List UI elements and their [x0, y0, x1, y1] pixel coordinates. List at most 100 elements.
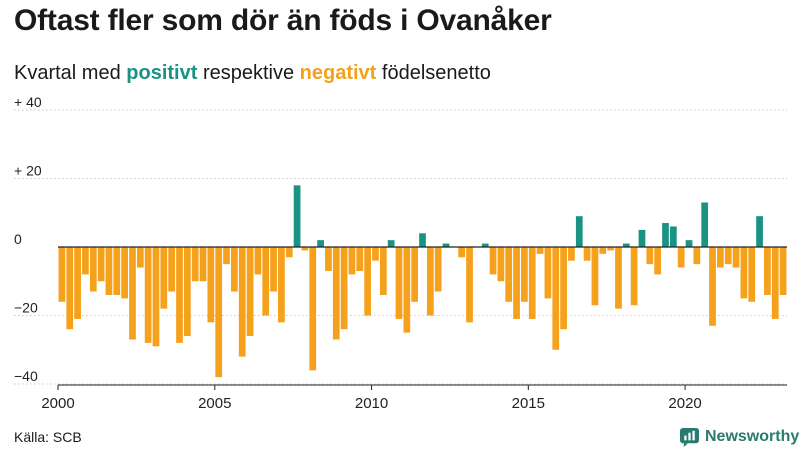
source-note: Källa: SCB — [14, 429, 82, 445]
bar — [364, 247, 371, 316]
bar — [144, 247, 152, 343]
bar — [685, 240, 693, 247]
bar — [121, 247, 128, 299]
bar — [403, 247, 411, 333]
bar — [82, 247, 89, 275]
bar — [215, 247, 223, 378]
bar — [348, 247, 356, 275]
bar — [764, 247, 771, 295]
bar — [528, 247, 536, 319]
bar — [717, 247, 724, 268]
bar — [466, 247, 473, 323]
bar — [505, 247, 513, 302]
bar — [646, 247, 654, 265]
bar — [379, 247, 387, 295]
bar — [176, 247, 183, 343]
bar — [66, 247, 74, 330]
bar — [387, 240, 395, 247]
bar — [238, 247, 246, 357]
bar — [677, 247, 685, 268]
newsworthy-logo: Newsworthy — [680, 426, 799, 448]
bar — [340, 247, 348, 330]
bar — [638, 229, 646, 248]
bar — [411, 247, 419, 302]
bar — [497, 247, 505, 282]
bar — [207, 247, 215, 323]
bar — [395, 247, 403, 319]
bar — [89, 247, 97, 292]
bar — [771, 247, 779, 319]
bar — [662, 223, 669, 247]
bar — [223, 247, 230, 265]
bar — [293, 185, 301, 247]
bar — [732, 247, 740, 268]
bar — [183, 247, 191, 337]
bar — [254, 247, 262, 275]
x-tick-label: 2000 — [41, 395, 74, 412]
bar — [615, 247, 622, 309]
subtitle-prefix: Kvartal med — [14, 62, 127, 84]
bar — [270, 247, 277, 292]
bar — [544, 247, 552, 299]
bar — [756, 216, 763, 247]
bar — [701, 202, 709, 247]
bar — [481, 243, 489, 247]
bar — [693, 247, 701, 265]
bar — [748, 247, 756, 302]
x-tick-label: 2005 — [198, 395, 231, 412]
bar — [191, 247, 199, 282]
bar — [105, 247, 113, 295]
bar — [536, 247, 544, 254]
bar — [58, 247, 66, 302]
subtitle-suffix: födelsenetto — [376, 62, 491, 84]
y-tick-label: 0 — [14, 231, 22, 247]
bar — [246, 247, 254, 337]
bar — [458, 247, 466, 258]
subtitle-negative-word: negativt — [299, 62, 377, 84]
bar — [583, 247, 591, 261]
bar — [97, 247, 105, 282]
bar — [262, 247, 270, 316]
y-tick-label: −40 — [14, 368, 38, 384]
bar — [426, 247, 434, 316]
bar — [325, 247, 332, 271]
y-tick-label: −20 — [14, 300, 38, 316]
bar — [160, 247, 168, 309]
bar — [568, 247, 575, 261]
bar — [513, 247, 520, 319]
bar — [740, 247, 748, 299]
bar — [607, 247, 614, 251]
y-tick-label: + 40 — [14, 94, 42, 110]
bar — [591, 247, 599, 306]
x-tick-label: 2020 — [668, 395, 701, 412]
x-tick-label: 2015 — [512, 395, 545, 412]
bar — [489, 247, 497, 275]
bar — [654, 247, 662, 275]
bar — [136, 247, 144, 268]
chart-subtitle: Kvartal med positivt respektive negativt… — [14, 62, 491, 85]
bar — [442, 243, 450, 247]
x-tick-label: 2010 — [355, 395, 388, 412]
y-tick-label: + 20 — [14, 163, 42, 179]
bar — [168, 247, 176, 292]
subtitle-middle: respektive — [197, 62, 300, 84]
bar — [317, 240, 324, 247]
bar — [301, 247, 309, 251]
chart-title: Oftast fler som dör än föds i Ovanåker — [14, 4, 552, 37]
bar — [113, 247, 121, 295]
bar — [356, 247, 364, 271]
bar — [309, 247, 317, 371]
bar — [199, 247, 207, 282]
bar — [622, 243, 630, 247]
bar — [74, 247, 81, 319]
bar — [129, 247, 136, 340]
bar — [599, 247, 607, 254]
bar — [434, 247, 442, 292]
bar — [152, 247, 160, 347]
bar — [724, 247, 732, 265]
bar — [332, 247, 340, 340]
newsworthy-logo-text: Newsworthy — [705, 428, 800, 445]
bar — [231, 247, 238, 292]
bar — [709, 247, 716, 326]
bar — [372, 247, 379, 261]
